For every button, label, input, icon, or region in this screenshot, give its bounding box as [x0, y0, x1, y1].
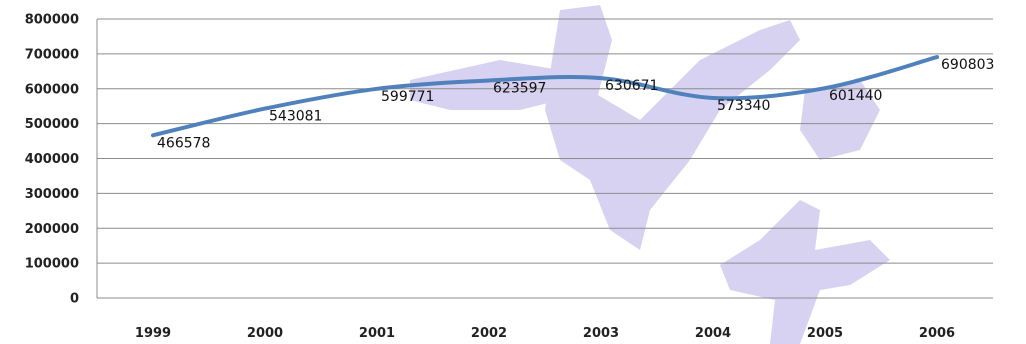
x-tick-label: 2006 — [919, 326, 955, 341]
y-tick-label: 800000 — [25, 13, 79, 28]
x-tick-label: 2002 — [471, 326, 507, 341]
x-tick-label: 2000 — [247, 326, 283, 341]
data-label: 599771 — [381, 89, 434, 105]
data-label: 630671 — [605, 78, 658, 94]
data-labels: 466578 543081 599771 623597 630671 573340 6014… — [157, 57, 994, 151]
data-label: 601440 — [829, 88, 882, 104]
x-tick-label: 2004 — [695, 326, 731, 341]
y-tick-label: 0 — [70, 292, 79, 307]
x-tick-label: 2005 — [807, 326, 843, 341]
y-tick-label: 600000 — [25, 82, 79, 97]
y-tick-label: 200000 — [25, 222, 79, 237]
y-axis: 0 100000 200000 300000 400000 500000 600000 700… — [25, 13, 98, 307]
data-label: 690803 — [941, 57, 994, 73]
data-label: 543081 — [269, 109, 322, 125]
series-line — [151, 55, 939, 138]
data-label: 573340 — [717, 98, 770, 114]
data-label: 466578 — [157, 135, 210, 151]
x-tick-label: 2003 — [583, 326, 619, 341]
x-tick-label: 2001 — [359, 326, 395, 341]
watermark — [410, 5, 890, 344]
y-tick-label: 500000 — [25, 117, 79, 132]
y-tick-label: 100000 — [25, 257, 79, 272]
data-label: 623597 — [493, 81, 546, 97]
y-tick-label: 300000 — [25, 187, 79, 202]
y-tick-label: 400000 — [25, 152, 79, 167]
x-axis: 1999 2000 2001 2002 2003 2004 2005 2006 — [135, 326, 955, 341]
gridlines — [97, 18, 993, 299]
series-group — [151, 55, 939, 138]
y-tick-label: 700000 — [25, 47, 79, 62]
x-tick-label: 1999 — [135, 326, 171, 341]
